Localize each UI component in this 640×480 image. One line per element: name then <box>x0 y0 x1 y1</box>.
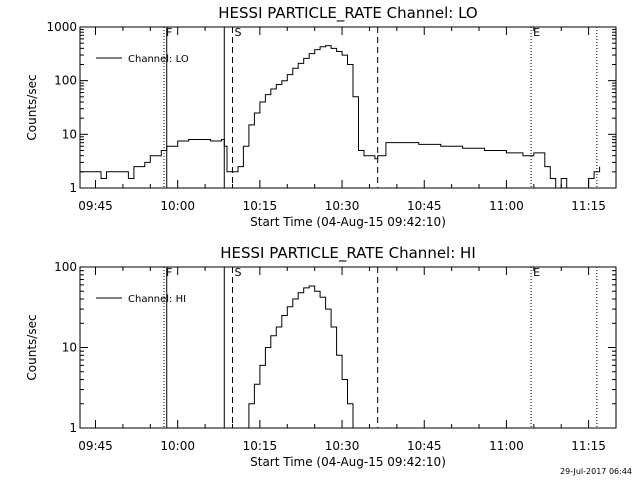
series-line <box>80 45 601 189</box>
x-tick-label: 10:15 <box>243 439 278 453</box>
y-axis-label: Counts/sec <box>25 314 39 380</box>
x-tick-label: 10:45 <box>407 199 442 213</box>
x-axis-label: Start Time (04-Aug-15 09:42:10) <box>250 215 446 229</box>
y-tick-label: 1 <box>69 421 77 435</box>
footer-timestamp: 29-Jul-2017 06:44 <box>560 467 632 476</box>
x-tick-label: 11:15 <box>571 439 606 453</box>
y-axis-label: Counts/sec <box>25 74 39 140</box>
marker-label: S <box>234 26 241 39</box>
x-tick-label: 09:45 <box>78 199 113 213</box>
marker-label: E <box>533 26 540 39</box>
panel-hi: HESSI PARTICLE_RATE Channel: HI 1 10 100 09:… <box>25 244 617 469</box>
x-tick-label: 10:00 <box>160 439 195 453</box>
y-tick-label: 10 <box>62 341 77 355</box>
x-tick-label: 11:15 <box>571 199 606 213</box>
plot-frame <box>79 26 617 189</box>
marker-label: S <box>234 266 241 279</box>
series-line <box>243 285 354 429</box>
marker-label: F <box>166 26 172 39</box>
marker-label: F <box>166 266 172 279</box>
x-tick-label: 10:30 <box>325 199 360 213</box>
x-tick-label: 10:15 <box>243 199 278 213</box>
legend-label: Channel: HI <box>128 294 186 305</box>
marker-label: E <box>533 266 540 279</box>
y-tick-label: 100 <box>54 260 77 274</box>
x-tick-label: 10:45 <box>407 439 442 453</box>
x-tick-label: 09:45 <box>78 439 113 453</box>
x-tick-label: 11:00 <box>489 199 524 213</box>
y-tick-label: 1000 <box>46 20 77 34</box>
y-tick-label: 10 <box>62 127 77 141</box>
panel-lo: HESSI PARTICLE_RATE Channel: LO 1 10 100 100… <box>25 4 617 229</box>
x-tick-label: 10:00 <box>160 199 195 213</box>
chart-title: HESSI PARTICLE_RATE Channel: LO <box>218 4 477 23</box>
y-tick-label: 100 <box>54 74 77 88</box>
legend-label: Channel: LO <box>128 54 189 65</box>
x-axis-label: Start Time (04-Aug-15 09:42:10) <box>250 455 446 469</box>
chart-title: HESSI PARTICLE_RATE Channel: HI <box>220 244 476 263</box>
x-tick-label: 11:00 <box>489 439 524 453</box>
x-tick-label: 10:30 <box>325 439 360 453</box>
y-tick-label: 1 <box>69 181 77 195</box>
